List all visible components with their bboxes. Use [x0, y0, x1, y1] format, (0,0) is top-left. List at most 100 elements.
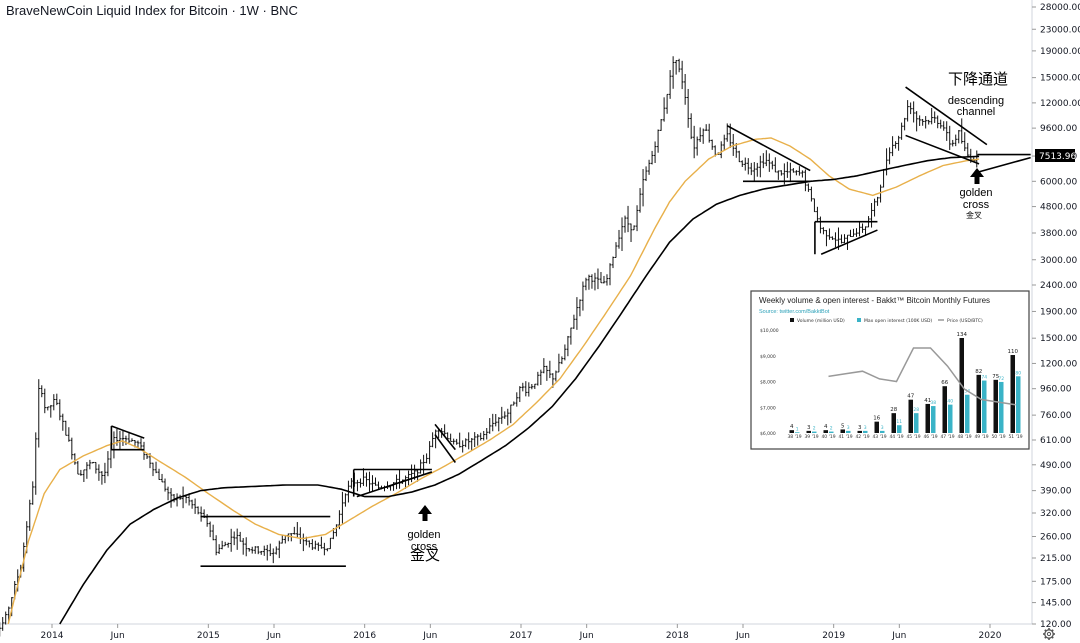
inset-volume-label: 66: [941, 380, 948, 386]
legend-swatch-volume: [790, 318, 794, 322]
descending-channel-line1: descending: [948, 95, 1004, 107]
x-tick-label: Jun: [110, 631, 125, 641]
annotation-descending-channel: 下降通道 descending channel: [948, 70, 1008, 118]
x-tick-label: Jun: [422, 631, 437, 641]
inset-volume-bar: [993, 379, 998, 433]
pattern-lines: [110, 86, 1031, 567]
inset-volume-bar: [806, 430, 811, 433]
ma-200w-line: [59, 155, 980, 625]
inset-volume-bar: [908, 399, 913, 433]
y-tick-label: 2400.00: [1040, 281, 1077, 291]
inset-x-tick-label: 39 '19: [804, 434, 818, 440]
inset-y-tick-label: $6,000: [760, 431, 776, 437]
inset-oi-label: 74: [981, 375, 987, 381]
y-tick-label: 320.00: [1040, 509, 1072, 519]
inset-y-tick-label: $8,000: [760, 380, 776, 386]
inset-volume-label: 82: [975, 369, 982, 375]
inset-y-tick-label: $9,000: [760, 354, 776, 360]
y-tick-label: 3800.00: [1040, 229, 1077, 239]
triangle-2019-rising: [820, 229, 878, 255]
channel-lower: [905, 134, 980, 165]
golden-cross-2019-cn: 金叉: [966, 210, 982, 220]
inset-oi-bar: [982, 380, 987, 433]
y-tick-label: 28000.00: [1040, 3, 1080, 13]
inset-volume-bar: [857, 430, 862, 433]
y-tick-label: 19000.00: [1040, 47, 1080, 57]
x-tick-label: Jun: [891, 631, 906, 641]
flag-2014-top: [111, 425, 145, 439]
inset-volume-bar: [925, 403, 930, 433]
inset-x-tick-label: 49 '19: [974, 434, 988, 440]
inset-oi-label: 72: [998, 376, 1004, 382]
gear-icon[interactable]: [1043, 628, 1055, 640]
inset-oi-label: 40: [947, 399, 953, 405]
inset-x-tick-label: 44 '19: [889, 434, 903, 440]
inset-oi-bar: [965, 394, 970, 433]
y-tick-label: 175.00: [1040, 577, 1072, 587]
inset-oi-bar: [812, 431, 817, 433]
y-tick-label: 3000.00: [1040, 256, 1077, 266]
y-tick-label: 490.00: [1040, 461, 1072, 471]
inset-x-tick-label: 50 '19: [991, 434, 1005, 440]
x-tick-label: 2018: [666, 631, 689, 641]
inset-volume-label: 41: [924, 398, 931, 404]
wedge-2016-bottom: [434, 434, 456, 463]
bakkt-inset-chart: Weekly volume & open interest - Bakkt™ B…: [750, 290, 1030, 450]
x-tick-label: Jun: [266, 631, 281, 641]
x-tick-label: 2020: [979, 631, 1002, 641]
y-tick-label: 215.00: [1040, 554, 1072, 564]
inset-oi-label: 11: [896, 419, 902, 425]
inset-y-tick-label: $10,000: [760, 328, 779, 334]
chart-title: BraveNewCoin Liquid Index for Bitcoin · …: [6, 3, 298, 18]
inset-x-tick-label: 43 '19: [872, 434, 886, 440]
inset-x-tick-label: 48 '19: [957, 434, 971, 440]
inset-volume-label: 28: [890, 407, 897, 413]
up-arrow-icon: [970, 168, 984, 184]
y-tick-label: 1900.00: [1040, 307, 1077, 317]
y-tick-label: 1500.00: [1040, 334, 1077, 344]
inset-oi-label: 2: [813, 426, 816, 432]
inset-oi-bar: [897, 425, 902, 433]
arrow-shape: [418, 505, 432, 521]
y-tick-label: 120.00: [1040, 620, 1072, 630]
y-tick-label: 12000.00: [1040, 99, 1080, 109]
triangle-2018-upper: [726, 125, 811, 172]
y-tick-label: 1200.00: [1040, 359, 1077, 369]
inset-volume-label: 75: [992, 374, 999, 380]
inset-oi-bar: [795, 432, 800, 433]
inset-price-line: [828, 347, 1016, 406]
x-tick-label: 2019: [822, 631, 845, 641]
inset-volume-bar: [1010, 355, 1015, 433]
inset-oi-label: 3: [881, 425, 884, 431]
ma-50w-line: [7, 137, 980, 625]
inset-oi-bar: [914, 413, 919, 433]
y-tick-label: 760.00: [1040, 411, 1072, 421]
x-tick-label: 2015: [197, 631, 220, 641]
y-tick-label: 9600.00: [1040, 124, 1077, 134]
annotation-golden-cross-2016: golden cross 金叉: [407, 505, 441, 564]
y-tick-label: 15000.00: [1040, 74, 1080, 84]
inset-volume-bar: [976, 374, 981, 433]
inset-volume-label: 110: [1008, 349, 1019, 355]
inset-x-tick-label: 45 '19: [906, 434, 920, 440]
golden-cross-2016-line2: cross: [411, 541, 438, 553]
y-tick-label: 145.00: [1040, 599, 1072, 609]
golden-cross-2016-line1: golden: [407, 529, 440, 541]
y-tick-label: 390.00: [1040, 487, 1072, 497]
triangle-2016-rising: [356, 471, 433, 498]
inset-x-tick-label: 46 '19: [923, 434, 937, 440]
inset-volume-bar: [789, 430, 794, 433]
inset-x-tick-label: 41 '19: [838, 434, 852, 440]
inset-y-tick-label: $7,000: [760, 405, 776, 411]
inset-x-tick-label: 51 '19: [1008, 434, 1022, 440]
y-tick-label: 960.00: [1040, 385, 1072, 395]
inset-volume-bar: [823, 430, 828, 433]
x-tick-label: 2014: [41, 631, 64, 641]
inset-oi-label: 2: [830, 426, 833, 432]
inset-oi-bar: [829, 431, 834, 433]
inset-oi-label: 1: [796, 426, 799, 432]
y-tick-label: 260.00: [1040, 533, 1072, 543]
annotation-golden-cross-2019: golden cross 金叉: [959, 168, 993, 220]
inset-oi-bar: [931, 406, 936, 433]
